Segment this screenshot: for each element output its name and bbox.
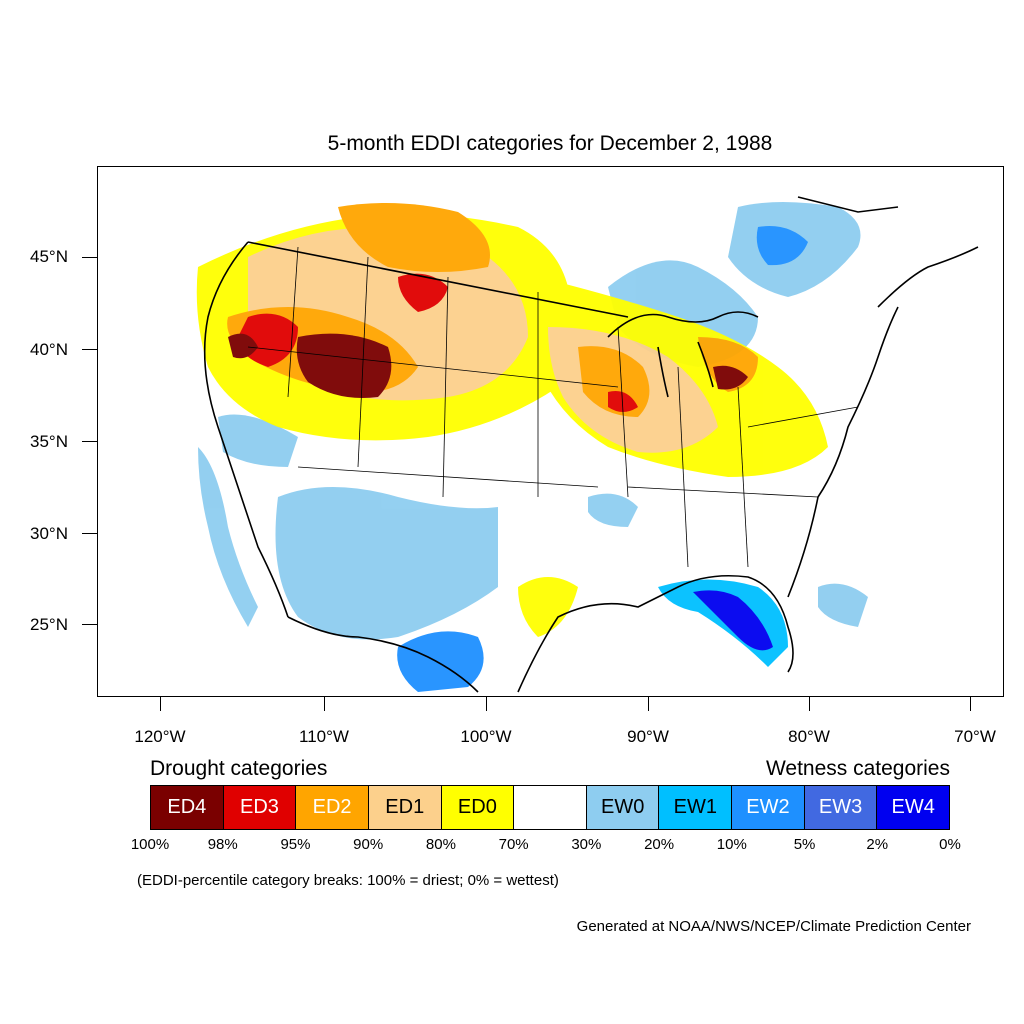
break-label: 80% (425, 836, 456, 853)
eddi-map (97, 166, 1004, 697)
lat-tick (82, 257, 97, 258)
lon-tick (486, 697, 487, 711)
lon-label-80: 80°W (788, 727, 830, 746)
break-label: 2% (866, 836, 889, 853)
break-label: 98% (207, 836, 238, 853)
lon-tick (324, 697, 325, 711)
legend-box-ew3: EW3 (804, 786, 878, 829)
lon-tick (970, 697, 971, 711)
break-label: 10% (716, 836, 747, 853)
lat-label-40: 40°N (30, 340, 68, 359)
legend-box-neutral (514, 786, 587, 829)
break-label: 95% (280, 836, 311, 853)
lat-tick (82, 441, 97, 442)
lat-tick (82, 533, 97, 534)
break-label: 20% (644, 836, 675, 853)
lon-label-90: 90°W (627, 727, 669, 746)
legend-box-ew4: EW4 (877, 786, 950, 829)
lat-label-35: 35°N (30, 432, 68, 451)
lat-label-30: 30°N (30, 524, 68, 543)
category-legend: ED4 ED3 ED2 ED1 ED0 EW0 EW1 EW2 EW3 EW4 (150, 785, 950, 830)
legend-box-ed1: ED1 (368, 786, 442, 829)
map-canvas (196, 196, 979, 693)
lon-tick (809, 697, 810, 711)
legend-box-ed3: ED3 (223, 786, 297, 829)
legend-box-ew1: EW1 (659, 786, 733, 829)
lon-label-120: 120°W (134, 727, 186, 746)
legend-box-ed2: ED2 (296, 786, 369, 829)
break-label: 90% (353, 836, 384, 853)
legend-box-ew2: EW2 (732, 786, 805, 829)
break-label: 30% (571, 836, 602, 853)
legend-box-ed4: ED4 (151, 786, 224, 829)
wetness-heading: Wetness categories (765, 757, 950, 780)
lat-label-25: 25°N (30, 615, 68, 634)
map-title: 5-month EDDI categories for December 2, … (327, 132, 773, 155)
category-note: (EDDI-percentile category breaks: 100% =… (137, 872, 559, 889)
break-label: 0% (939, 836, 961, 853)
lon-tick (160, 697, 161, 711)
lat-tick (82, 624, 97, 625)
drought-heading: Drought categories (150, 757, 328, 780)
break-label: 5% (793, 836, 816, 853)
break-label: 70% (498, 836, 529, 853)
lat-tick (82, 349, 97, 350)
lat-label-45: 45°N (30, 247, 68, 266)
lon-label-110: 110°W (299, 727, 349, 746)
lon-label-70: 70°W (954, 727, 996, 746)
break-label: 100% (130, 836, 170, 853)
credit-text: Generated at NOAA/NWS/NCEP/Climate Predi… (576, 918, 971, 935)
lon-label-100: 100°W (460, 727, 512, 746)
legend-box-ed0: ED0 (441, 786, 515, 829)
legend-box-ew0: EW0 (586, 786, 660, 829)
lon-tick (648, 697, 649, 711)
